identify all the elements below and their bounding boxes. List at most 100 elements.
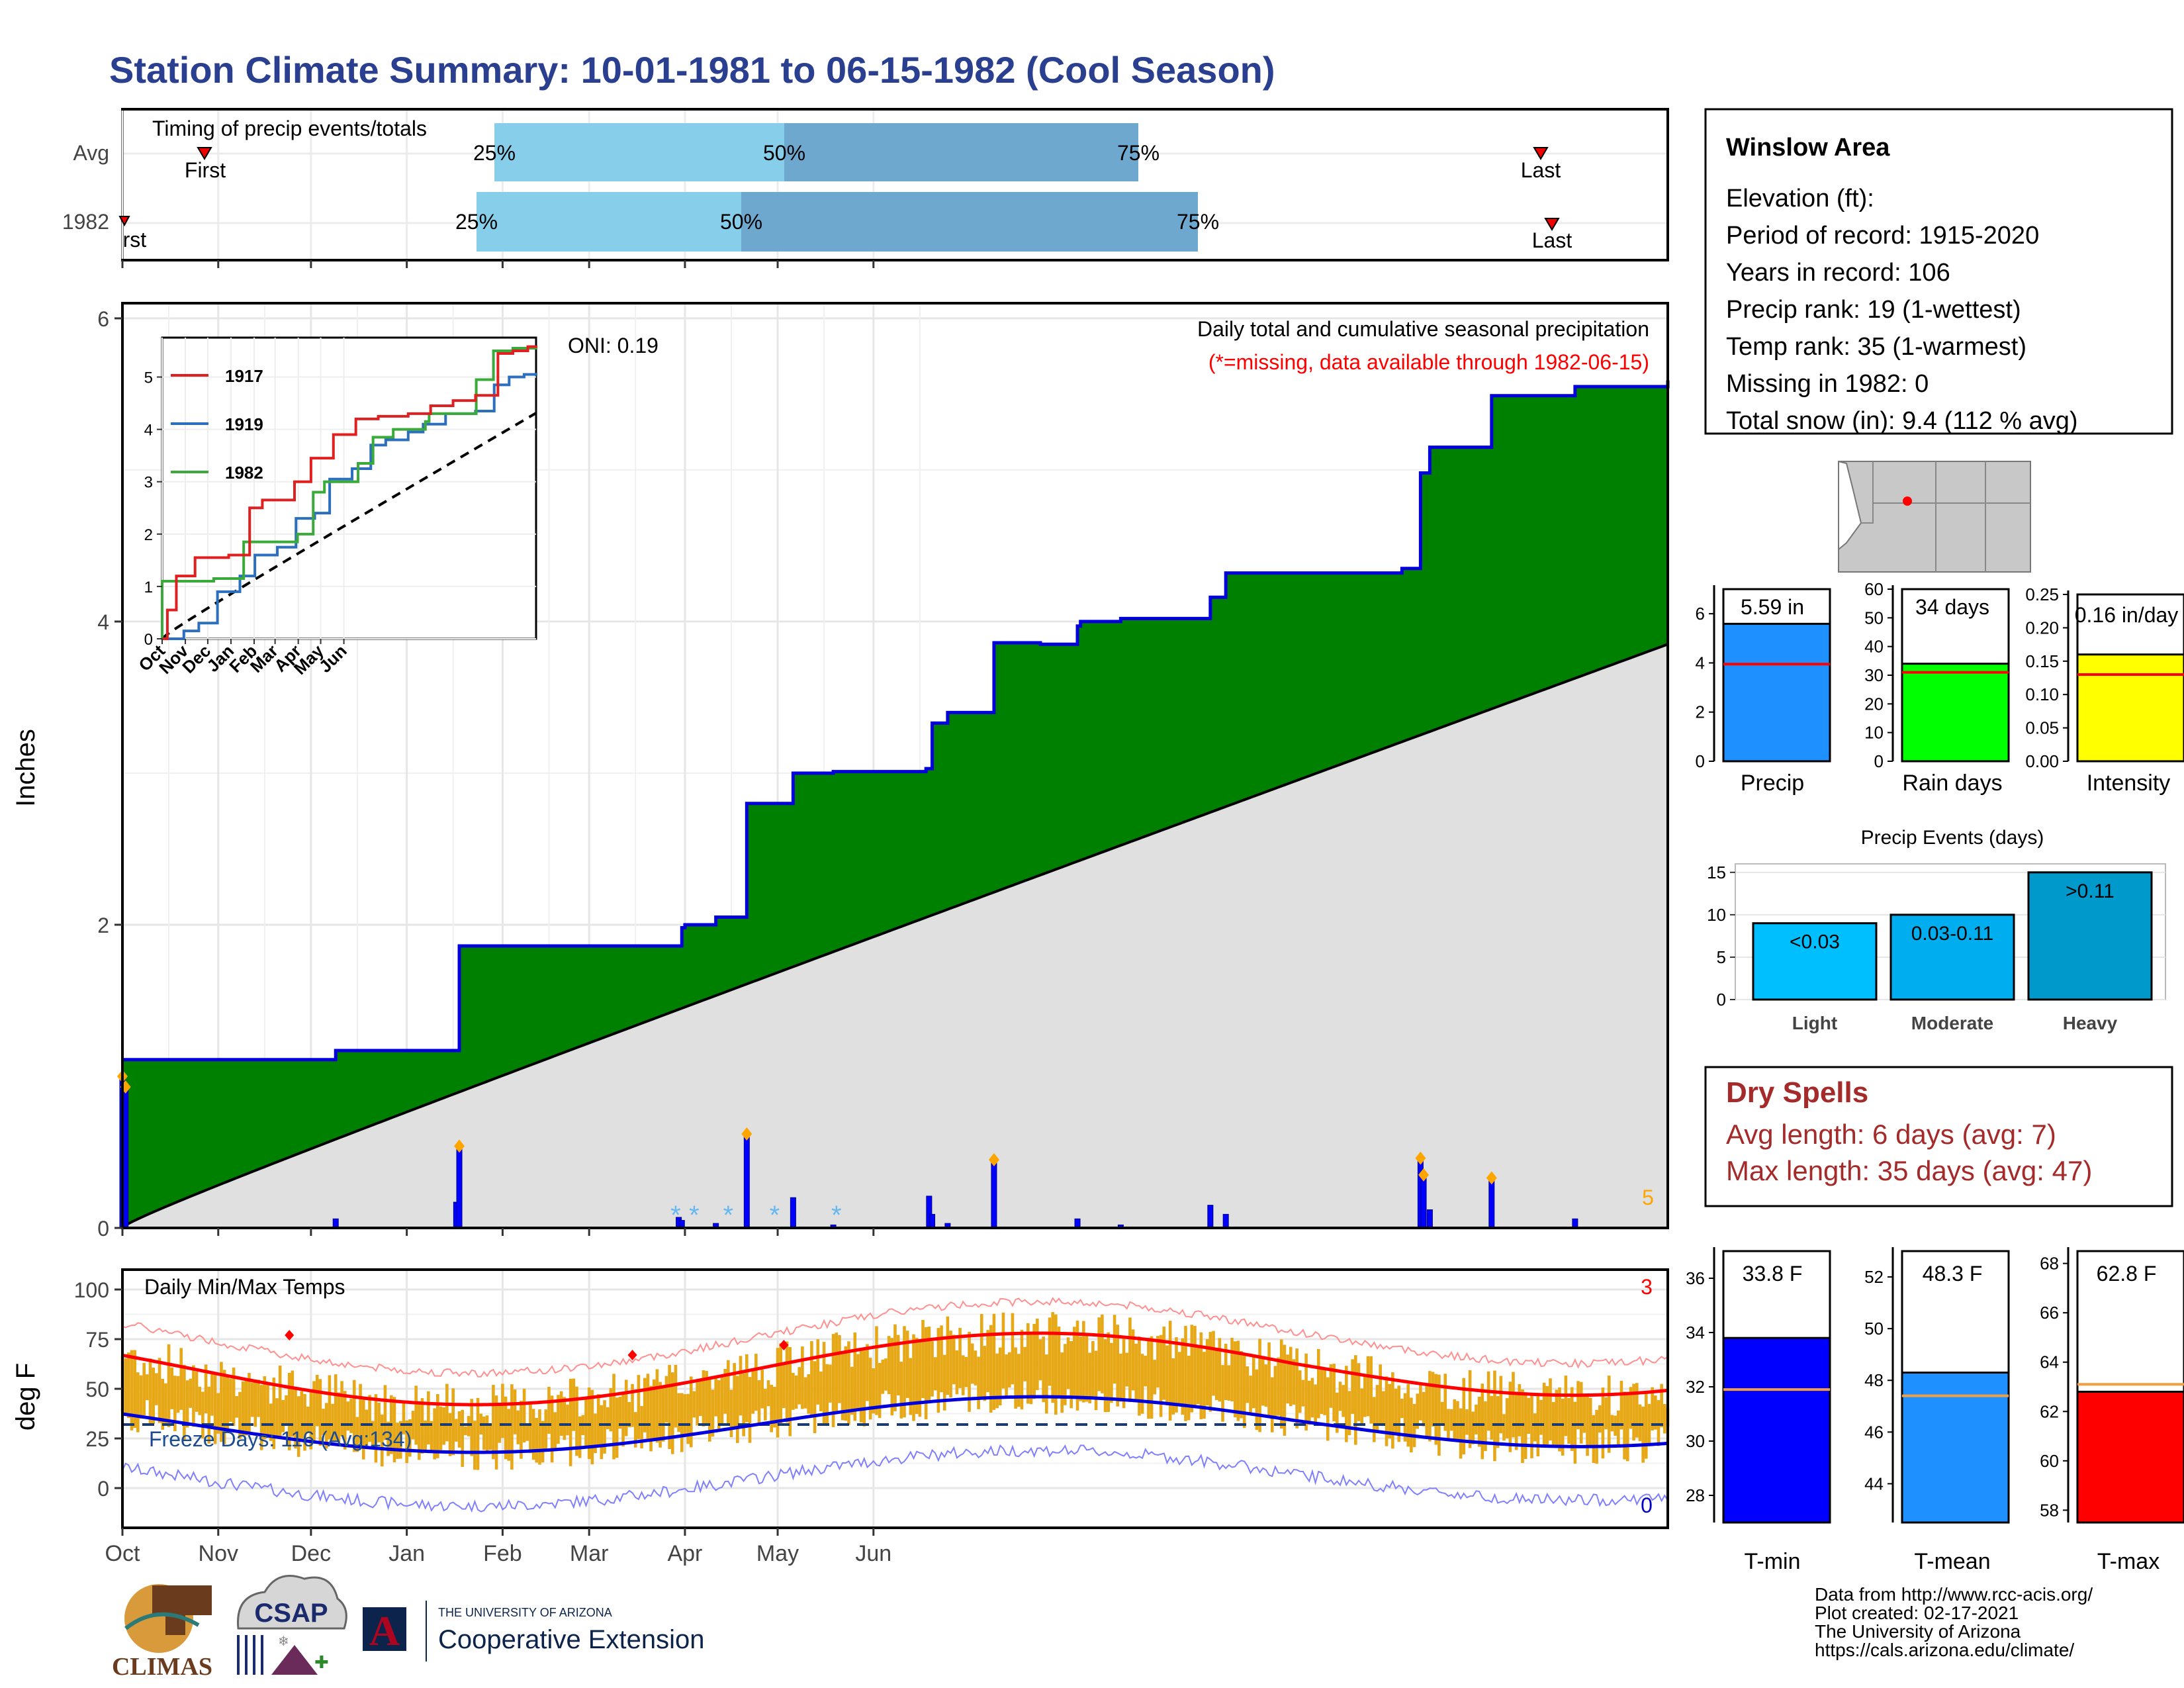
daily-temp-bar <box>563 1397 567 1440</box>
daily-temp-bar <box>584 1399 588 1446</box>
daily-temp-bar <box>1020 1329 1024 1410</box>
daily-temp-bar <box>226 1376 230 1433</box>
daily-temp-bar <box>640 1406 643 1449</box>
daily-temp-bar <box>1295 1348 1298 1429</box>
timing-row-year: 1982 <box>62 210 109 234</box>
daily-temp-bar <box>1616 1410 1620 1447</box>
daily-temp-bar <box>220 1362 223 1442</box>
daily-temp-bar <box>572 1378 576 1431</box>
tmin-stat-tick-label: 32 <box>1686 1377 1705 1397</box>
events-bar-label: 0.03-0.11 <box>1911 923 1994 945</box>
daily-temp-bar <box>1582 1395 1586 1433</box>
daily-temp-bar <box>720 1376 724 1425</box>
info-frame <box>1704 108 2173 435</box>
average-cumulative-line <box>121 643 1668 1229</box>
daily-temp-bar <box>1400 1399 1404 1419</box>
daily-temp-bar <box>1434 1374 1438 1445</box>
daily-temp-bar <box>797 1367 801 1405</box>
daily-temp-bar <box>633 1412 637 1448</box>
daily-temp-bar <box>192 1365 195 1427</box>
tmax-stat-tick-label: 64 <box>2040 1352 2059 1372</box>
daily-temp-bar <box>1001 1312 1005 1389</box>
daily-temp-bar <box>627 1402 631 1428</box>
daily-temp-bar <box>1224 1343 1228 1401</box>
daily-temp-bar <box>1406 1383 1410 1447</box>
temp-x-tick-label: Apr <box>667 1541 702 1566</box>
tmean-value-label: 48.3 F <box>1923 1262 1983 1286</box>
climas-logo-text: CLIMAS <box>112 1653 212 1681</box>
daily-temp-bar <box>1360 1388 1363 1425</box>
temperature-stat-labels: 33.8 F 48.3 F 62.8 F T-min T-mean T-max <box>1743 1262 2160 1574</box>
daily-temp-bar <box>859 1349 863 1423</box>
daily-temp-bar <box>1175 1337 1178 1413</box>
daily-temp-bar <box>1320 1368 1324 1415</box>
missing-star: * <box>770 1201 780 1230</box>
daily-temp-bar <box>835 1333 839 1415</box>
y-tick-label: 0 <box>97 1217 109 1241</box>
credit-line-4: https://cals.arizona.edu/climate/ <box>1815 1640 2074 1660</box>
daily-temp-bar <box>1240 1350 1243 1419</box>
daily-temp-bar <box>1496 1396 1500 1448</box>
daily-temp-bar <box>875 1326 878 1415</box>
tmax-stat-tick-label: 68 <box>2040 1254 2059 1274</box>
daily-temp-bar <box>1184 1325 1187 1421</box>
daily-temp-bar <box>1203 1352 1206 1419</box>
record-high-line <box>122 1297 1668 1378</box>
daily-temp-bar <box>439 1406 443 1450</box>
daily-temp-bar <box>643 1378 647 1432</box>
daily-temp-bar <box>958 1328 962 1388</box>
ua-logo-bottom-text: Cooperative Extension <box>438 1625 704 1654</box>
daily-temp-bar <box>1329 1364 1333 1408</box>
daily-temp-bar <box>868 1358 872 1420</box>
daily-temp-bar <box>689 1376 693 1448</box>
avg-q75-label: 75% <box>1117 141 1160 165</box>
daily-temp-bar <box>661 1387 665 1442</box>
year-q50-label: 50% <box>720 210 762 234</box>
daily-temp-bar <box>1057 1327 1061 1397</box>
daily-temp-bar <box>457 1411 461 1448</box>
daily-temp-bar <box>1193 1325 1197 1407</box>
daily-temp-bar <box>1323 1368 1326 1415</box>
daily-temp-bar <box>467 1416 471 1436</box>
daily-temp-bar <box>1567 1397 1570 1444</box>
daily-temp-bar <box>1199 1332 1203 1420</box>
events-bar-label: <0.03 <box>1790 931 1840 953</box>
daily-temp-bar <box>337 1392 341 1442</box>
daily-temp-bar <box>1162 1327 1166 1400</box>
csap-logo: CSAP ❄ ✚ <box>237 1575 347 1675</box>
years-in-record: Years in record: 106 <box>1726 259 1950 287</box>
daily-temp-bar <box>727 1360 730 1426</box>
daily-temp-bar <box>705 1371 708 1425</box>
daily-temp-bar <box>872 1368 876 1414</box>
tmax-stat-bar <box>2076 1390 2184 1524</box>
precip-y-axis: 0 2 4 6 <box>97 307 122 1241</box>
daily-temp-bar <box>659 1382 662 1448</box>
daily-temp-bar <box>355 1417 359 1452</box>
intensity-stat: 0.00 0.05 0.10 0.15 0.20 0.25 <box>2025 585 2184 771</box>
inset-legend-label: 1917 <box>225 366 263 386</box>
temp-y-label: deg F <box>11 1363 40 1430</box>
precip-subtitle: Daily total and cumulative seasonal prec… <box>1197 317 1649 341</box>
timing-panel: Timing of precip events/totals Avg 1982 … <box>62 108 1669 261</box>
daily-temp-bar <box>222 1370 226 1444</box>
daily-temp-bar <box>575 1386 578 1456</box>
daily-temp-bar <box>445 1383 449 1442</box>
daily-temp-bar <box>1342 1385 1345 1417</box>
daily-temp-bar <box>1588 1397 1592 1446</box>
inset-gridlines <box>161 338 536 639</box>
daily-temp-bar <box>1632 1383 1635 1441</box>
year-last-marker <box>1544 218 1560 231</box>
inset-y-tick-label: 3 <box>144 474 153 492</box>
daily-temp-bar <box>318 1379 322 1446</box>
tmax-stat-name: T-max <box>2097 1549 2160 1574</box>
daily-temp-bar <box>1064 1344 1067 1405</box>
tmean-stat: 44 46 48 50 52 <box>1864 1247 2010 1524</box>
daily-temp-bar <box>1107 1332 1111 1413</box>
daily-temp-bar <box>1088 1352 1092 1403</box>
daily-temp-bar <box>850 1366 854 1415</box>
daily-temp-bar <box>569 1378 572 1466</box>
daily-temp-bar <box>896 1335 900 1395</box>
daily-temp-bar <box>529 1404 532 1454</box>
heavy-precip-marker <box>741 1127 752 1141</box>
daily-precip-bar <box>1207 1205 1214 1229</box>
